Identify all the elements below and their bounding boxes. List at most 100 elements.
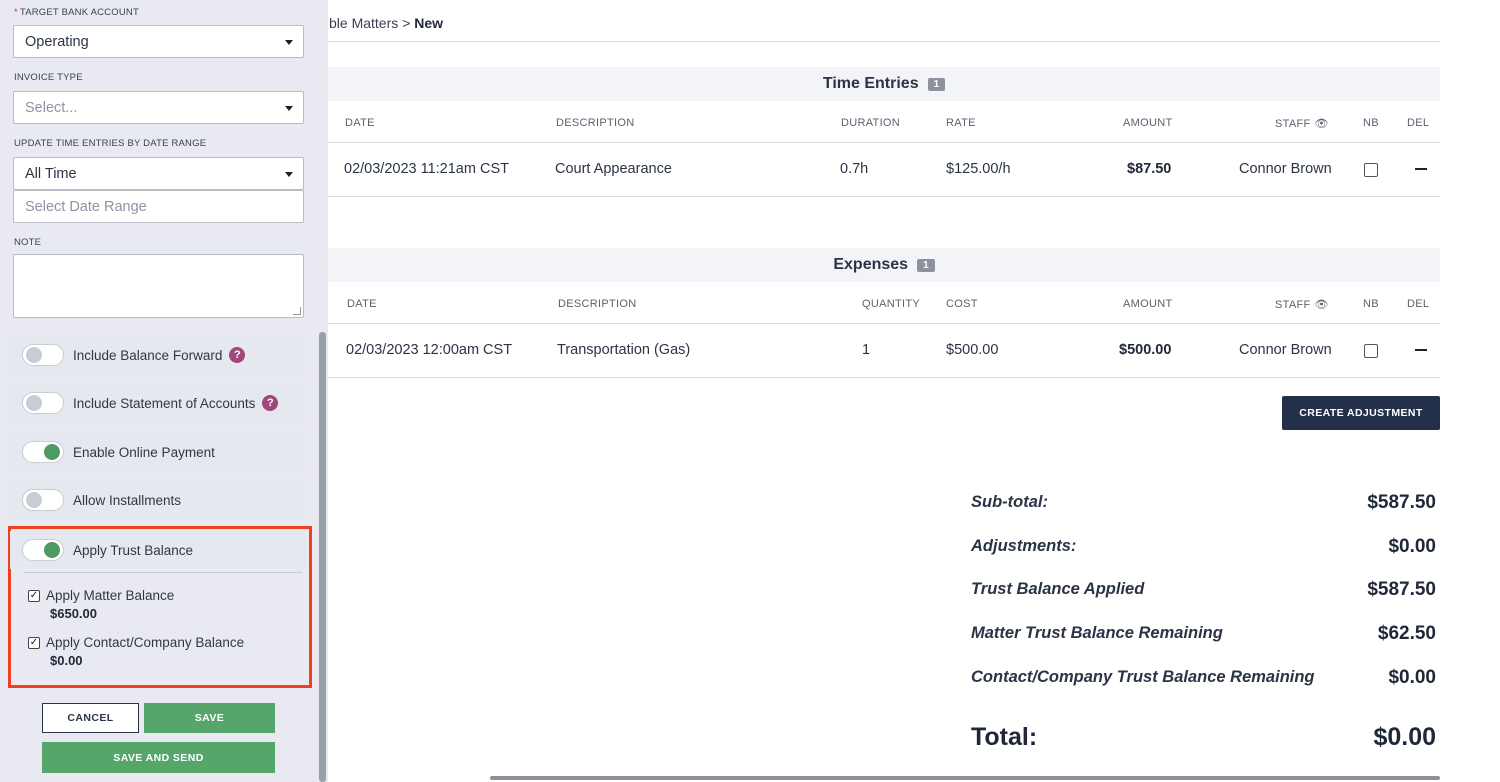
breadcrumb-link[interactable]: ble Matters [329,15,399,31]
table-divider [328,196,1440,197]
apply-contact-balance-row: ✓ Apply Contact/Company Balance [28,635,244,650]
apply-matter-balance-row: ✓ Apply Matter Balance [28,588,174,603]
note-textarea[interactable] [13,254,304,318]
target-bank-select[interactable]: Operating [13,25,304,58]
toggle-knob [26,492,42,508]
chevron-down-icon [285,106,293,111]
contact-remaining-value: $0.00 [1388,667,1436,688]
col-description: DESCRIPTION [558,298,637,310]
time-entry-staff: Connor Brown [1239,161,1332,177]
resize-grip[interactable] [293,307,301,315]
cancel-button[interactable]: CANCEL [42,703,139,733]
date-range-picker[interactable]: Select Date Range [13,190,304,223]
apply-matter-balance-checkbox[interactable]: ✓ [28,589,40,602]
col-rate: RATE [946,117,976,129]
create-adjustment-button[interactable]: CREATE ADJUSTMENT [1282,396,1440,430]
expenses-count-badge: 1 [917,258,935,272]
apply-contact-balance-checkbox[interactable]: ✓ [28,636,40,649]
col-del: DEL [1407,117,1430,129]
balance-forward-toggle[interactable] [22,344,64,366]
date-range-picker-placeholder: Select Date Range [25,198,147,215]
table-divider [328,323,1440,324]
subtotal-value: $587.50 [1367,492,1436,513]
apply-contact-balance-label: Apply Contact/Company Balance [46,635,245,650]
statement-of-accounts-label: Include Statement of Accounts [73,395,256,411]
table-divider [328,142,1440,143]
time-entries-title: Time Entries [822,75,919,92]
toggle-row-online-payment: Enable Online Payment [10,432,306,472]
invoice-type-select[interactable]: Select... [13,91,304,124]
breadcrumb: ble Matters > New [329,15,443,31]
time-entry-rate: $125.00/h [946,161,1011,177]
minus-icon[interactable] [1415,349,1427,351]
target-bank-label: * TARGET BANK ACCOUNT [14,7,139,18]
horizontal-scrollbar[interactable] [490,776,1440,780]
expense-cost: $500.00 [946,342,999,358]
matter-remaining-label: Matter Trust Balance Remaining [971,624,1223,642]
expense-description: Transportation (Gas) [557,342,691,358]
invoice-type-placeholder: Select... [25,99,78,116]
expense-quantity: 1 [862,342,871,358]
installments-toggle[interactable] [22,489,64,511]
adjustments-value: $0.00 [1388,536,1436,557]
toggle-row-balance-forward: Include Balance Forward ? [10,335,306,375]
col-description: DESCRIPTION [556,117,635,129]
breadcrumb-current: New [414,15,444,31]
target-bank-value: Operating [25,33,89,50]
subtotal-label: Sub-total: [971,493,1048,511]
online-payment-label: Enable Online Payment [73,444,215,460]
eye-icon[interactable]: 👁 [1314,118,1329,130]
date-range-select[interactable]: All Time [13,157,304,190]
expenses-header: Expenses 1 [328,248,1440,282]
col-amount: AMOUNT [1123,298,1173,310]
table-divider [328,377,1440,378]
date-range-label: UPDATE TIME ENTRIES BY DATE RANGE [14,138,207,149]
invoice-settings-sidebar: * TARGET BANK ACCOUNT Operating INVOICE T… [0,0,328,782]
matter-remaining-value: $62.50 [1377,623,1436,644]
nb-checkbox[interactable] [1364,344,1378,358]
trust-balance-highlight: Apply Trust Balance ✓ Apply Matter Balan… [8,526,312,688]
date-range-value: All Time [25,165,77,182]
statement-of-accounts-toggle[interactable] [22,392,64,414]
time-entry-date: 02/03/2023 11:21am CST [344,161,509,177]
col-date: DATE [345,117,375,129]
adjustments-label: Adjustments: [971,537,1077,555]
installments-label: Allow Installments [73,492,182,508]
apply-trust-label: Apply Trust Balance [73,542,194,558]
nb-checkbox[interactable] [1364,163,1378,177]
breadcrumb-separator: > [402,15,411,31]
trust-applied-value: $587.50 [1367,579,1436,600]
expenses-title: Expenses [833,256,909,273]
divider [24,572,302,573]
time-entry-duration: 0.7h [840,161,869,177]
chevron-down-icon [285,40,293,45]
toggle-row-installments: Allow Installments [10,480,306,520]
col-staff: STAFF 👁 [1275,298,1329,311]
apply-trust-toggle[interactable] [22,539,64,561]
balance-forward-label: Include Balance Forward [73,347,223,363]
toggle-knob [44,542,60,558]
online-payment-toggle[interactable] [22,441,64,463]
invoice-type-label: INVOICE TYPE [14,72,83,83]
col-cost: COST [946,298,978,310]
col-quantity: QUANTITY [862,298,921,310]
col-amount: AMOUNT [1123,117,1173,129]
trust-applied-label: Trust Balance Applied [971,580,1145,598]
expense-date: 02/03/2023 12:00am CST [346,342,513,358]
col-staff-label: STAFF [1275,118,1311,130]
sidebar-scrollbar[interactable] [319,332,326,782]
expense-amount: $500.00 [1119,342,1172,358]
minus-icon[interactable] [1415,168,1427,170]
toggle-row-statement-of-accounts: Include Statement of Accounts ? [10,383,306,423]
time-entry-amount: $87.50 [1127,161,1172,177]
save-and-send-button[interactable]: SAVE AND SEND [42,742,275,773]
expense-staff: Connor Brown [1239,342,1332,358]
help-icon[interactable]: ? [229,347,246,363]
save-button[interactable]: SAVE [144,703,275,733]
col-duration: DURATION [841,117,901,129]
help-icon[interactable]: ? [262,395,279,411]
col-staff-label: STAFF [1275,299,1311,311]
eye-icon[interactable]: 👁 [1314,299,1329,311]
matter-balance-amount: $650.00 [50,606,97,621]
time-entries-header: Time Entries 1 [328,67,1440,101]
